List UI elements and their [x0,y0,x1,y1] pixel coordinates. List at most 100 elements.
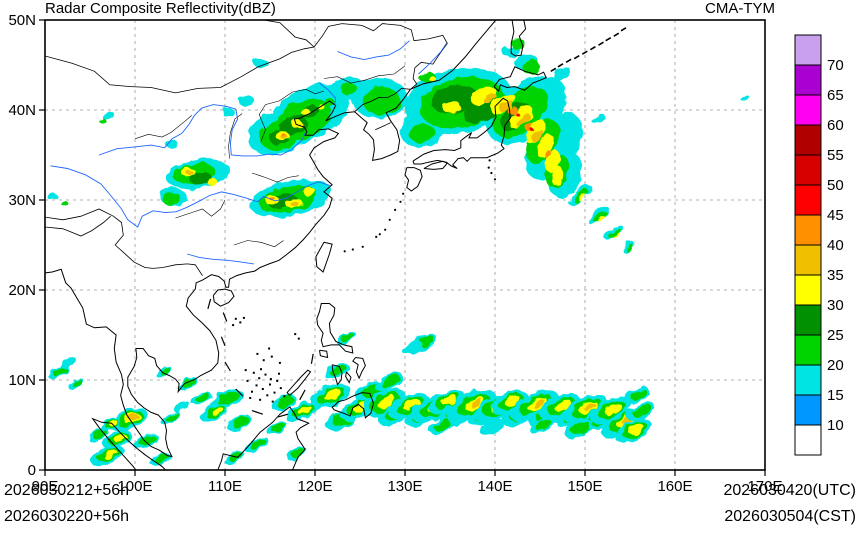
radar-echo-cell [629,424,645,435]
colorbar-cell [794,394,822,426]
grid-layer [45,20,765,470]
island-dot [388,218,391,221]
valid-time-utc: 2026030420(UTC) [723,482,856,499]
reef-dot [260,368,262,371]
radar-echo-cell [139,434,156,446]
reef-dot [264,373,267,376]
island-dash [565,58,572,63]
radar-echo [625,244,633,252]
y-tick-label: 40N [8,102,36,119]
colorbar-label: 55 [827,147,844,164]
reef-dot [278,361,281,364]
colorbar-cell [794,94,822,126]
reef-dot [268,347,271,350]
radar-echo-cell [276,396,294,408]
radar-echo-cell [604,403,622,415]
y-tick-label: 30N [8,192,36,209]
radar-echo [303,187,316,197]
reef-dot [234,317,237,320]
border-path [45,215,111,237]
radar-echo-cell [53,367,67,377]
radar-echo-cell [271,423,286,433]
reef-dot [279,387,282,390]
reef-dot [232,324,235,327]
island-dot [361,245,364,248]
reef-dot [244,369,247,372]
island-dash [589,46,596,51]
radar-echo-cell [469,398,483,408]
y-tick-label: 50N [8,12,36,29]
nine-dash-segment [299,389,306,401]
radar-echo-cell [217,391,240,407]
model-name-label: CMA-TYM [705,0,775,17]
radar-echo [574,189,589,204]
radar-echo [162,191,181,207]
y-tick-label: 0 [28,462,36,479]
basemap-layer [45,20,627,470]
island-dot [384,228,387,231]
radar-echo-cell [479,418,504,435]
reef-dot [271,400,274,403]
radar-echo [545,150,551,158]
island-dot [487,166,490,169]
island-dot [351,248,354,251]
reef-dot [270,355,273,358]
island-dash [550,67,557,72]
island-dot [343,250,346,253]
reef-dot [278,372,280,375]
river-path [337,40,410,61]
radar-echo-cell [71,379,83,387]
x-tick-label: 160E [657,478,692,495]
radar-echo [592,114,605,124]
reef-dot [258,377,261,380]
river-path [187,253,254,265]
radar-echo [593,210,606,223]
island-dot [378,233,381,236]
river-path [98,104,307,157]
colorbar-cell [794,244,822,276]
colorbar-label: 65 [827,87,844,104]
nine-dash-segment [222,312,228,322]
reef-dot [262,359,265,362]
radar-echo-cell [377,395,396,408]
radar-echo [514,112,519,116]
border-path [375,122,391,131]
reef-dot [283,395,286,398]
province-boundary-path [258,88,325,142]
init-time-utc: 2026030212+56h [4,482,130,499]
coastline-path [45,89,411,458]
nine-dash-segment [224,361,231,372]
reef-dot [269,383,271,386]
page-title: Radar Composite Reflectivity(dBZ) [45,0,276,17]
colorbar-label: 45 [827,207,844,224]
island-dash [605,37,612,42]
reef-dot [276,379,279,382]
colorbar-cell [794,274,822,306]
colorbar-cell [794,334,822,366]
radar-echo [431,85,478,114]
radar-echo [598,214,605,222]
island-dash [620,27,627,32]
x-tick-label: 110E [208,478,242,495]
radar-echo [739,95,751,102]
radar-echo [511,39,526,49]
reef-dot [256,352,259,355]
radar-echo [341,83,358,95]
reef-dot [249,397,252,399]
province-boundary-path [251,172,299,183]
radar-echo-cell [173,401,190,413]
island-dot [490,171,493,175]
radar-echo [516,112,530,127]
coastline-path [319,349,329,359]
colorbar-cell [794,154,822,186]
x-tick-label: 150E [567,478,602,495]
radar-echo-cell [249,438,267,450]
coastline-path [404,167,423,192]
radar-echo-cell [341,333,355,343]
valid-time-cst: 2026030504(CST) [724,508,856,525]
radar-echo [462,96,501,124]
nine-dash-segment [277,413,289,418]
reef-dot [255,384,258,387]
coastline-path [91,417,166,470]
radar-echo-cell [441,394,457,406]
